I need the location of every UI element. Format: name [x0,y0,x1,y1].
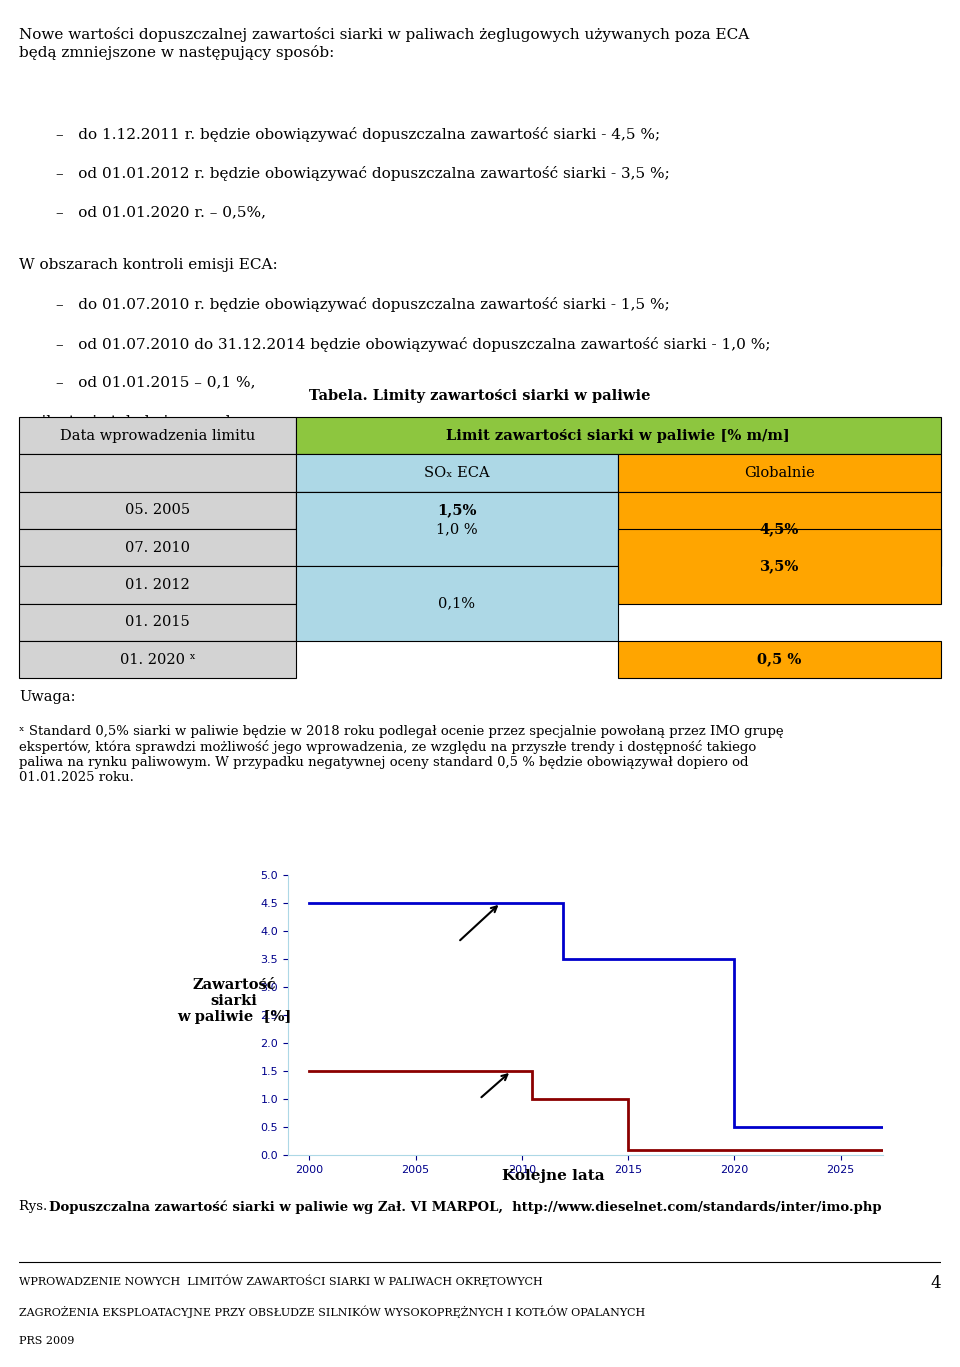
Text: SOₓ ECA: SOₓ ECA [424,466,490,480]
Text: 0,1%: 0,1% [439,596,475,611]
Text: 1,5%: 1,5% [437,503,477,517]
Text: –   od 01.01.2020 r. – 0,5%,: – od 01.01.2020 r. – 0,5%, [56,205,266,219]
FancyBboxPatch shape [19,603,296,641]
Text: Zawartość
siarki
w paliwie  [%]: Zawartość siarki w paliwie [%] [177,977,292,1024]
Text: 4,5%: 4,5% [759,522,800,536]
Text: 01. 2015: 01. 2015 [125,615,190,629]
Text: PRS 2009: PRS 2009 [19,1337,75,1346]
Text: 07. 2010: 07. 2010 [125,540,190,555]
Text: 0,5 %: 0,5 % [757,652,802,667]
FancyBboxPatch shape [618,492,941,566]
Text: 01. 2012: 01. 2012 [125,578,190,592]
Text: –   od 01.01.2015 – 0,1 %,: – od 01.01.2015 – 0,1 %, [56,376,255,390]
Text: Limit zawartości siarki w paliwie [% m/m]: Limit zawartości siarki w paliwie [% m/m… [446,429,790,443]
FancyBboxPatch shape [296,417,941,454]
Text: –   od 01.01.2012 r. będzie obowiązywać dopuszczalna zawartość siarki - 3,5 %;: – od 01.01.2012 r. będzie obowiązywać do… [56,165,670,180]
Text: 3,5%: 3,5% [759,559,800,573]
Text: 01. 2020 ˣ: 01. 2020 ˣ [119,652,196,667]
Text: –   od 01.07.2010 do 31.12.2014 będzie obowiązywać dopuszczalna zawartość siarki: – od 01.07.2010 do 31.12.2014 będzie obo… [56,336,771,351]
Text: Nowe wartości dopuszczalnej zawartości siarki w paliwach żeglugowych używanych p: Nowe wartości dopuszczalnej zawartości s… [19,27,750,60]
FancyBboxPatch shape [296,492,618,529]
FancyBboxPatch shape [296,566,618,641]
Text: 05. 2005: 05. 2005 [125,503,190,517]
Text: 1,0 %: 1,0 % [436,522,478,536]
FancyBboxPatch shape [19,529,296,566]
FancyBboxPatch shape [19,566,296,603]
Text: Rys.: Rys. [19,1200,52,1214]
FancyBboxPatch shape [296,492,618,566]
Text: ZAGROŻENIA EKSPLOATACYJNE PRZY OBSŁUDZE SILNIKÓW WYSOKOPRĘŻNYCH I KOTŁÓW OPALANY: ZAGROŻENIA EKSPLOATACYJNE PRZY OBSŁUDZE … [19,1305,645,1318]
Text: 4: 4 [930,1274,941,1292]
Text: –   do 01.07.2010 r. będzie obowiązywać dopuszczalna zawartość siarki - 1,5 %;: – do 01.07.2010 r. będzie obowiązywać do… [56,298,670,313]
Text: Kolejne lata: Kolejne lata [502,1169,605,1182]
FancyBboxPatch shape [618,454,941,492]
Text: co ilustruje tabela i rysunek.: co ilustruje tabela i rysunek. [19,414,240,429]
FancyBboxPatch shape [618,529,941,603]
Text: –   do 1.12.2011 r. będzie obowiązywać dopuszczalna zawartość siarki - 4,5 %;: – do 1.12.2011 r. będzie obowiązywać dop… [56,127,660,142]
FancyBboxPatch shape [296,454,618,492]
FancyBboxPatch shape [618,641,941,678]
Text: Data wprowadzenia limitu: Data wprowadzenia limitu [60,429,255,443]
Text: ˣ Standard 0,5% siarki w paliwie będzie w 2018 roku podlegał ocenie przez specja: ˣ Standard 0,5% siarki w paliwie będzie … [19,725,783,783]
Text: WPROWADZENIE NOWYCH  LIMITÓW ZAWARTOŚCI SIARKI W PALIWACH OKRĘTOWYCH: WPROWADZENIE NOWYCH LIMITÓW ZAWARTOŚCI S… [19,1274,543,1288]
Text: Uwaga:: Uwaga: [19,690,76,704]
Text: Dopuszczalna zawartość siarki w paliwie wg Zał. VI MARPOL,  http://www.dieselnet: Dopuszczalna zawartość siarki w paliwie … [49,1200,881,1214]
FancyBboxPatch shape [19,641,296,678]
Text: Tabela. Limity zawartości siarki w paliwie: Tabela. Limity zawartości siarki w paliw… [309,390,651,403]
Text: Globalnie: Globalnie [744,466,815,480]
FancyBboxPatch shape [19,454,296,492]
FancyBboxPatch shape [19,417,296,454]
Text: W obszarach kontroli emisji ECA:: W obszarach kontroli emisji ECA: [19,258,278,272]
FancyBboxPatch shape [19,492,296,529]
